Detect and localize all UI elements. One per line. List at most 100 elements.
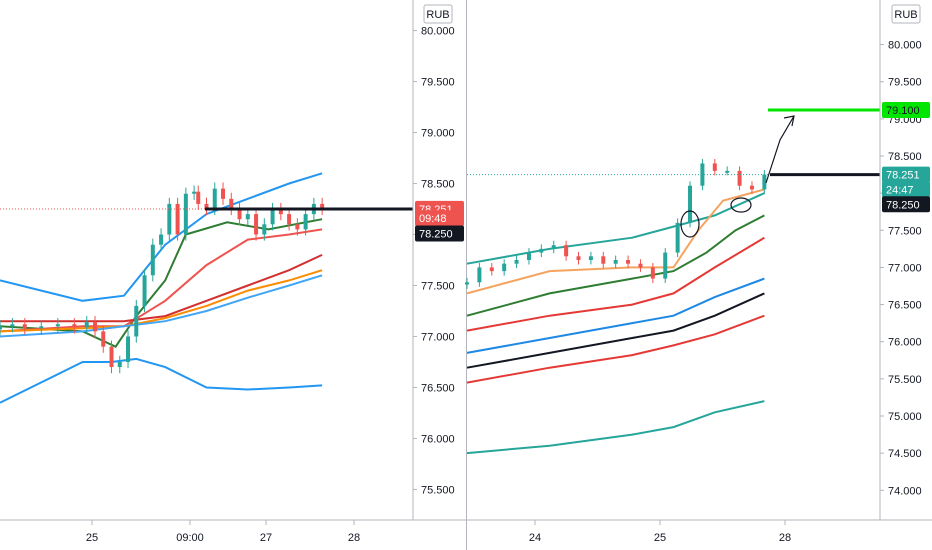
right-price-badge bbox=[882, 101, 930, 118]
right-candle-body bbox=[588, 256, 593, 260]
left-candle-body bbox=[126, 336, 131, 362]
right-series-group bbox=[466, 188, 765, 455]
left-price-axis[interactable]: 80.00079.50079.00078.50078.00077.50077.0… bbox=[413, 26, 455, 497]
right-candle-body bbox=[564, 245, 569, 257]
left-x-tick-label: 09:00 bbox=[176, 532, 204, 544]
left-time-axis[interactable]: 25 09:00 27 28 bbox=[86, 520, 360, 544]
left-candle-body bbox=[192, 191, 197, 194]
right-candle-body bbox=[551, 245, 556, 249]
left-candle-body bbox=[229, 198, 234, 210]
left-currency-badge[interactable]: RUB bbox=[423, 4, 453, 24]
right-price-badge-label: 24:47 bbox=[886, 184, 914, 196]
left-candle-body bbox=[196, 191, 201, 204]
right-x-tick-label: 28 bbox=[779, 532, 791, 544]
right-candle-body bbox=[477, 267, 482, 283]
right-series-line bbox=[466, 314, 765, 384]
left-x-tick-label: 25 bbox=[86, 532, 98, 544]
left-candle-body bbox=[109, 346, 114, 368]
left-candle-body bbox=[55, 324, 60, 327]
right-candle-body bbox=[688, 185, 693, 223]
left-candle-body bbox=[212, 188, 217, 210]
right-candle-body bbox=[576, 256, 581, 260]
left-x-tick-label: 28 bbox=[348, 532, 360, 544]
left-candle-body bbox=[39, 326, 44, 329]
right-candle-body bbox=[675, 222, 680, 253]
right-annotation-arrow bbox=[765, 115, 795, 184]
left-y-tick-label: 77.500 bbox=[421, 280, 455, 292]
left-price-badge-label: 78.250 bbox=[419, 228, 453, 240]
right-candle-body bbox=[626, 260, 631, 264]
right-y-tick-label: 77.500 bbox=[888, 225, 922, 237]
left-candle-body bbox=[10, 324, 15, 327]
left-candle-body bbox=[245, 214, 250, 220]
left-candle-body bbox=[150, 244, 155, 276]
left-candle-body bbox=[278, 209, 283, 215]
right-series-line bbox=[466, 192, 765, 265]
right-candle-body bbox=[700, 163, 705, 186]
right-currency-badge[interactable]: RUB bbox=[891, 4, 921, 24]
left-y-tick-label: 75.500 bbox=[421, 484, 455, 496]
right-y-tick-label: 74.000 bbox=[888, 485, 922, 497]
left-currency-label: RUB bbox=[426, 9, 449, 21]
left-candle-body bbox=[237, 209, 242, 220]
left-candle-body bbox=[142, 275, 147, 306]
left-candle-body bbox=[221, 188, 226, 199]
left-candle-body bbox=[22, 324, 27, 329]
left-candle-body bbox=[84, 322, 89, 328]
left-chart-panel[interactable] bbox=[0, 172, 413, 404]
right-price-badge-label: 78.250 bbox=[886, 199, 920, 211]
left-candle-body bbox=[262, 224, 267, 235]
right-price-badges: 79.100 78.251 24:47 78.250 bbox=[882, 101, 930, 213]
right-candle-body bbox=[749, 185, 754, 190]
right-series-line bbox=[466, 236, 765, 332]
right-candle-body bbox=[502, 263, 507, 272]
right-y-tick-label: 75.500 bbox=[888, 374, 922, 386]
left-x-tick-label: 27 bbox=[260, 532, 272, 544]
left-candle-body bbox=[92, 322, 97, 332]
left-price-badge bbox=[415, 210, 464, 227]
right-candle-body bbox=[638, 263, 643, 268]
left-candle-body bbox=[167, 203, 172, 235]
right-price-badge bbox=[882, 181, 930, 198]
right-currency-label: RUB bbox=[894, 9, 917, 21]
left-candle-body bbox=[175, 203, 180, 235]
right-candle-body bbox=[663, 252, 668, 279]
left-series-line bbox=[0, 228, 323, 333]
left-price-badge-label: 09:48 bbox=[419, 213, 447, 225]
right-candle-body bbox=[737, 170, 742, 186]
right-chart-panel[interactable] bbox=[465, 108, 880, 455]
left-candle-body bbox=[303, 214, 308, 230]
right-price-badge-label: 79.100 bbox=[886, 105, 920, 117]
left-series-line bbox=[0, 253, 323, 323]
right-candle-body bbox=[526, 252, 531, 260]
right-x-tick-label: 25 bbox=[654, 532, 666, 544]
left-series-line bbox=[0, 274, 323, 338]
right-candle-body bbox=[650, 267, 655, 279]
left-y-tick-label: 76.500 bbox=[421, 382, 455, 394]
right-candle-body bbox=[725, 170, 730, 173]
right-series-line bbox=[466, 292, 765, 369]
right-candle-body bbox=[712, 163, 717, 171]
left-candle-body bbox=[134, 305, 139, 337]
left-candle-body bbox=[72, 324, 77, 328]
right-series-line bbox=[466, 188, 765, 295]
right-candle-body bbox=[514, 260, 519, 264]
right-series-line bbox=[466, 214, 765, 317]
left-candle-body bbox=[101, 331, 106, 347]
right-price-badge bbox=[882, 196, 930, 213]
right-y-tick-label: 76.000 bbox=[888, 337, 922, 349]
left-series-line bbox=[0, 172, 323, 302]
right-time-axis[interactable]: 24 25 28 bbox=[529, 520, 791, 544]
right-series-line bbox=[466, 400, 765, 455]
left-candle-body bbox=[295, 224, 300, 230]
panel-divider[interactable] bbox=[466, 0, 467, 550]
right-candle-body bbox=[465, 282, 469, 285]
left-series-line bbox=[0, 269, 323, 333]
right-candle-body bbox=[539, 248, 544, 253]
left-candle-body bbox=[254, 214, 259, 235]
right-y-tick-label: 78.500 bbox=[888, 151, 922, 163]
right-y-tick-label: 76.500 bbox=[888, 300, 922, 312]
left-y-tick-label: 79.000 bbox=[421, 128, 455, 140]
left-y-tick-label: 80.000 bbox=[421, 26, 455, 38]
